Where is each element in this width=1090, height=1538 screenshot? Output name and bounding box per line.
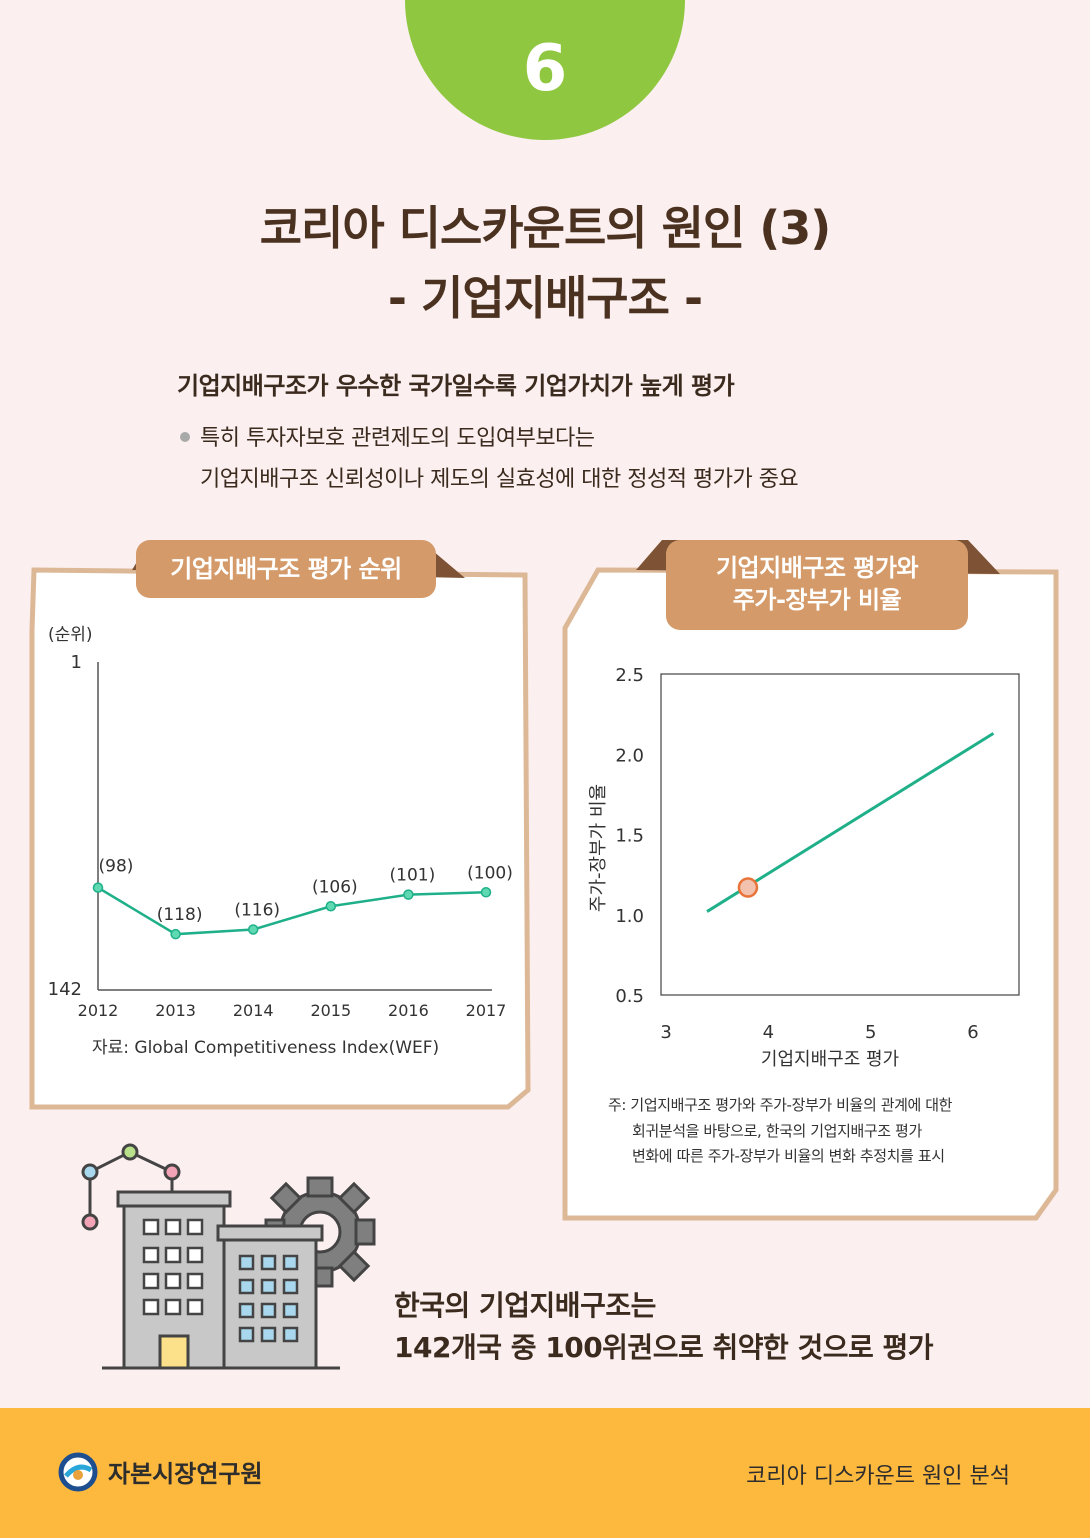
rank-data-label: (106) — [312, 877, 358, 897]
pbr-y-tick-label: 2.5 — [615, 665, 644, 686]
page-title-line2: - 기업지배구조 - — [387, 271, 703, 325]
rank-x-tick-label: 2015 — [310, 1001, 351, 1020]
pbr-y-tick-label: 1.5 — [615, 826, 644, 847]
rank-point — [325, 901, 337, 912]
rank-x-tick-label: 2013 — [155, 1001, 196, 1020]
rank-x-tick-label: 2012 — [78, 1001, 119, 1020]
rank-point — [480, 887, 492, 898]
pbr-x-tick-label: 3 — [660, 1022, 671, 1043]
pbr-plot-frame — [660, 673, 1020, 996]
pbr-y-tick-label: 0.5 — [615, 986, 644, 1007]
page-title-line1: 코리아 디스카운트의 원인 (3) — [259, 201, 832, 255]
rank-point — [247, 924, 259, 935]
rank-y-tick-bottom: 142 — [48, 979, 82, 1000]
rank-source: 자료: Global Competitiveness Index(WEF) — [92, 1038, 439, 1058]
building-gear-illustration — [81, 1143, 376, 1370]
rank-data-label: (98) — [99, 857, 134, 877]
right-panel-title-line1: 기업지배구조 평가와 — [715, 554, 919, 582]
pbr-y-tick-label: 2.0 — [615, 745, 644, 766]
rank-point — [170, 928, 181, 940]
rank-data-label: (101) — [390, 866, 436, 886]
pbr-x-tick-label: 4 — [763, 1022, 774, 1043]
rank-line-chart: (순위) 1 142 (98) 2012 (118) 2013 (116) 2014 (10… — [48, 625, 513, 1020]
rank-x-tick-label: 2014 — [233, 1001, 274, 1020]
left-panel-frame — [29, 540, 531, 1110]
conclusion-line2: 142개국 중 100위권으로 취약한 것으로 평가 — [394, 1331, 934, 1364]
pbr-y-axis-label: 주가-장부가 비율 — [588, 784, 609, 912]
rank-data-label: (116) — [234, 901, 280, 921]
chart-note-line2: 회귀분석을 바탕으로, 한국의 기업지배구조 평가 — [632, 1122, 922, 1140]
series-title: 코리아 디스카운트 원인 분석 — [746, 1464, 1010, 1489]
logo-icon — [58, 1452, 98, 1492]
detail-line2: 기업지배구조 신뢰성이나 제도의 실효성에 대한 정성적 평가가 중요 — [200, 467, 799, 492]
rank-unit-label: (순위) — [48, 625, 93, 645]
org-name: 자본시장연구원 — [108, 1460, 263, 1488]
rank-series-line — [97, 886, 487, 936]
pbr-x-tick-label: 5 — [865, 1022, 876, 1043]
rank-y-tick-top: 1 — [71, 652, 82, 673]
rank-point — [403, 889, 414, 900]
left-panel-title: 기업지배구조 평가 순위 — [170, 555, 402, 583]
pbr-x-tick-label: 6 — [967, 1022, 978, 1043]
bullet-icon — [180, 432, 190, 442]
rank-point — [92, 882, 104, 893]
footer-bar — [0, 1408, 1090, 1538]
charts-canvas: (순위) 1 142 (98) 2012 (118) 2013 (116) 2014 (10… — [29, 540, 1059, 1370]
rank-data-label: (100) — [467, 863, 513, 883]
right-panel-title-line2: 주가-장부가 비율 — [732, 586, 902, 614]
detail-line1: 특히 투자자보호 관련제도의 도입여부보다는 — [200, 426, 595, 451]
korea-estimate-point — [737, 877, 759, 898]
rank-data-label: (118) — [157, 905, 203, 925]
chart-note-line1: 주: 기업지배구조 평가와 주가-장부가 비율의 관계에 대한 — [608, 1096, 953, 1114]
pbr-x-axis-label: 기업지배구조 평가 — [761, 1049, 899, 1070]
pbr-y-tick-label: 1.0 — [615, 906, 644, 927]
chart-note-line3: 변화에 따른 주가-장부가 비율의 변화 추정치를 표시 — [632, 1147, 945, 1165]
rank-x-tick-label: 2017 — [466, 1001, 507, 1020]
right-panel-frame — [562, 540, 1059, 1221]
rank-x-tick-label: 2016 — [388, 1001, 429, 1020]
lead-statement: 기업지배구조가 우수한 국가일수록 기업가치가 높게 평가 — [177, 372, 735, 400]
section-number: 6 — [522, 32, 568, 106]
pbr-regression-chart: 0.5 1.0 1.5 2.0 2.5 3 4 5 6 기업지배구조 평가 주가-장부가 비율 — [588, 665, 1020, 1070]
conclusion-line1: 한국의 기업지배구조는 — [394, 1289, 656, 1322]
